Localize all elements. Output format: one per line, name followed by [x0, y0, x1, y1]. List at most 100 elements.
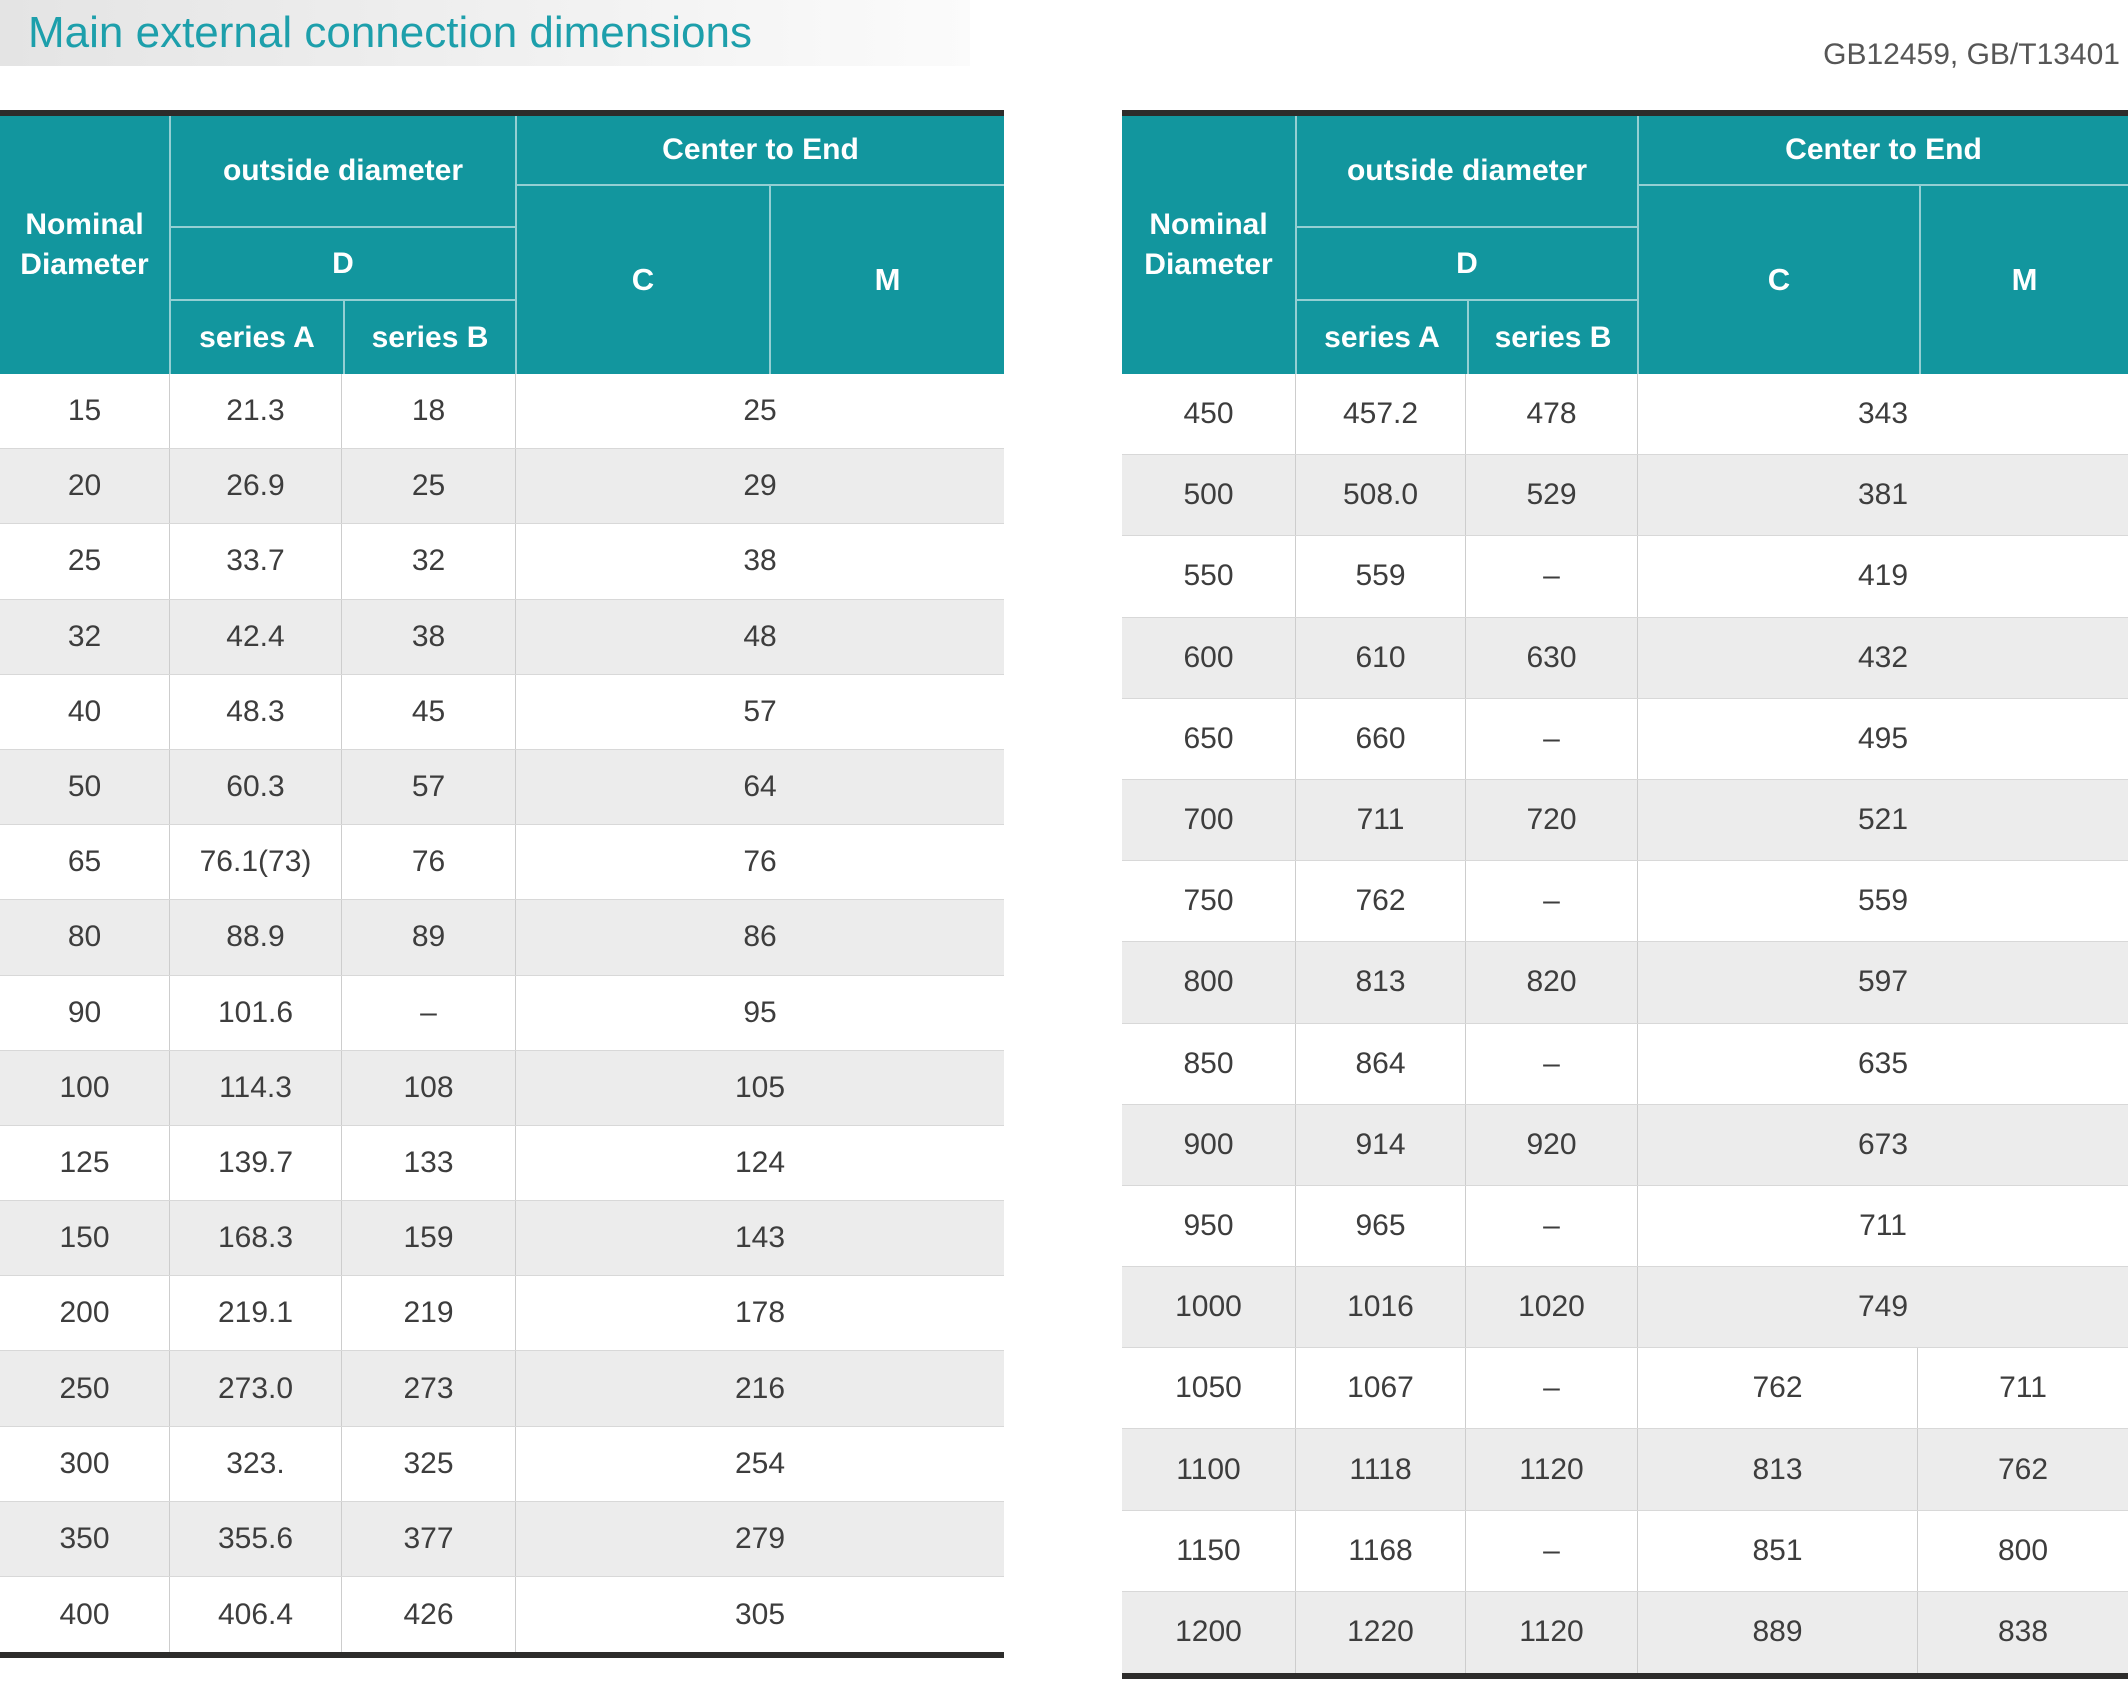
cell-series-b: 1120	[1465, 1591, 1637, 1673]
header-center-to-end-group: Center to End C M	[515, 116, 1004, 374]
cell-series-b: 108	[341, 1050, 515, 1125]
cell-center-to-end: 64	[515, 749, 1004, 825]
table-row: 150 168.3 159 143	[0, 1201, 1004, 1277]
cell-nominal-diameter: 90	[67, 995, 102, 1029]
cell-series-b: –	[1465, 1185, 1637, 1267]
header-nominal-diameter: Nominal Diameter	[1144, 208, 1273, 281]
table-row: 65 76.1(73) 76 76	[0, 825, 1004, 901]
header-series-row: series A series B	[1297, 301, 1637, 374]
cell-series-b: 57	[341, 749, 515, 825]
table-row: 350 355.6 377 279	[0, 1501, 1004, 1577]
cell-series-b: –	[1465, 1023, 1637, 1104]
table-row: 750 762–559	[1122, 861, 2128, 943]
cell-center-to-end: 711	[1637, 1185, 2128, 1267]
cell-center-to-end: 254	[515, 1426, 1004, 1501]
header-center-to-end: Center to End	[517, 116, 1004, 186]
cell-nominal-diameter: 750	[1183, 884, 1234, 918]
cell-series-b: 45	[341, 674, 515, 749]
table-row: 15 21.3 18 25	[0, 374, 1004, 450]
cell-series-a: 101.6	[169, 975, 341, 1050]
cell-nominal-diameter: 1100	[1176, 1452, 1241, 1486]
table-row: 850 864–635	[1122, 1023, 2128, 1105]
table-row: 250 273.0 273 216	[0, 1351, 1004, 1427]
cell-series-b: 1120	[1465, 1429, 1637, 1510]
table-row: 450 457.2 478 343	[1122, 374, 2128, 456]
cell-series-a: 864	[1295, 1023, 1465, 1104]
cell-series-a: 965	[1295, 1185, 1465, 1267]
cell-center-to-end: 76	[515, 825, 1004, 900]
table-row: 20 26.9 25 29	[0, 449, 1004, 525]
cell-series-a: 914	[1295, 1104, 1465, 1185]
table-row: 40 48.3 45 57	[0, 674, 1004, 750]
header-outside-diameter-group: outside diameter D series A series B	[169, 116, 515, 374]
cell-center-to-end: 124	[515, 1125, 1004, 1201]
cell-center-to-end: 419	[1637, 536, 2128, 617]
cell-center-to-end: 279	[515, 1501, 1004, 1576]
cell-c: 889	[1637, 1591, 1917, 1673]
cell-series-a: 1168	[1295, 1510, 1465, 1591]
cell-series-b: –	[1465, 698, 1637, 779]
cell-series-b: 18	[341, 374, 515, 449]
table-row: 25 33.7 32 38	[0, 524, 1004, 600]
cell-series-a: 21.3	[169, 374, 341, 449]
cell-nominal-diameter: 300	[59, 1446, 110, 1480]
cell-center-to-end: 25	[515, 374, 1004, 449]
cell-series-a: 26.9	[169, 449, 341, 524]
cell-nominal-diameter: 850	[1183, 1046, 1234, 1080]
cell-series-b: 38	[341, 599, 515, 674]
cell-center-to-end: 48	[515, 599, 1004, 674]
cell-series-b: –	[1465, 1348, 1637, 1429]
table-row: 1050 1067–762 711	[1122, 1348, 2128, 1430]
cell-series-a: 88.9	[169, 900, 341, 975]
cell-series-a: 48.3	[169, 674, 341, 749]
cell-series-a: 114.3	[169, 1050, 341, 1125]
cell-c: 813	[1637, 1429, 1917, 1510]
cell-center-to-end: 305	[515, 1577, 1004, 1653]
cell-nominal-diameter: 50	[67, 770, 102, 804]
cell-series-a: 219.1	[169, 1276, 341, 1351]
cell-series-a: 139.7	[169, 1125, 341, 1201]
cell-center-to-end: 381	[1637, 455, 2128, 536]
cell-nominal-diameter: 600	[1183, 640, 1234, 674]
cell-series-b: –	[1465, 536, 1637, 617]
table-row: 900 914 920 673	[1122, 1104, 2128, 1186]
cell-center-to-end: 216	[515, 1351, 1004, 1426]
cell-center-to-end: 559	[1637, 861, 2128, 942]
cell-center-to-end: 432	[1637, 617, 2128, 698]
cell-nominal-diameter: 350	[59, 1521, 110, 1555]
cell-nominal-diameter: 400	[59, 1597, 110, 1631]
header-c: C	[631, 262, 655, 297]
cell-series-b: 920	[1465, 1104, 1637, 1185]
header-nominal-diameter: Nominal Diameter	[20, 208, 149, 281]
table-header: Nominal Diameter outside diameter D seri…	[1122, 116, 2128, 374]
header-series-row: series A series B	[171, 301, 515, 374]
table-row: 800 813 820 597	[1122, 942, 2128, 1024]
cell-nominal-diameter: 15	[67, 394, 102, 428]
cell-series-b: 820	[1465, 942, 1637, 1023]
cell-series-b: 325	[341, 1426, 515, 1501]
cell-center-to-end: 38	[515, 524, 1004, 599]
cell-center-to-end: 495	[1637, 698, 2128, 779]
cell-series-a: 1067	[1295, 1348, 1465, 1429]
cell-series-a: 168.3	[169, 1201, 341, 1276]
cell-nominal-diameter: 32	[67, 619, 102, 653]
table-row: 1200 1220 1120 889 838	[1122, 1591, 2128, 1673]
cell-nominal-diameter: 125	[59, 1145, 110, 1179]
cell-series-a: 1016	[1295, 1267, 1465, 1348]
cell-series-a: 60.3	[169, 749, 341, 825]
cell-series-a: 559	[1295, 536, 1465, 617]
table-row: 32 42.4 38 48	[0, 599, 1004, 675]
header-outside-diameter: outside diameter	[1297, 116, 1637, 228]
header-outside-diameter-group: outside diameter D series A series B	[1295, 116, 1637, 374]
cell-center-to-end: 86	[515, 900, 1004, 975]
cell-nominal-diameter: 1000	[1175, 1290, 1242, 1324]
table-header: Nominal Diameter outside diameter D seri…	[0, 116, 1004, 374]
cell-nominal-diameter: 1050	[1175, 1371, 1242, 1405]
cell-nominal-diameter: 65	[67, 845, 102, 879]
dimension-table-left: Nominal Diameter outside diameter D seri…	[0, 110, 1004, 1659]
cell-center-to-end: 143	[515, 1201, 1004, 1276]
page-title: Main external connection dimensions	[28, 8, 752, 57]
table-row: 125 139.7 133 124	[0, 1125, 1004, 1202]
cell-center-to-end: 178	[515, 1276, 1004, 1351]
table-row: 500 508.0 529 381	[1122, 455, 2128, 537]
